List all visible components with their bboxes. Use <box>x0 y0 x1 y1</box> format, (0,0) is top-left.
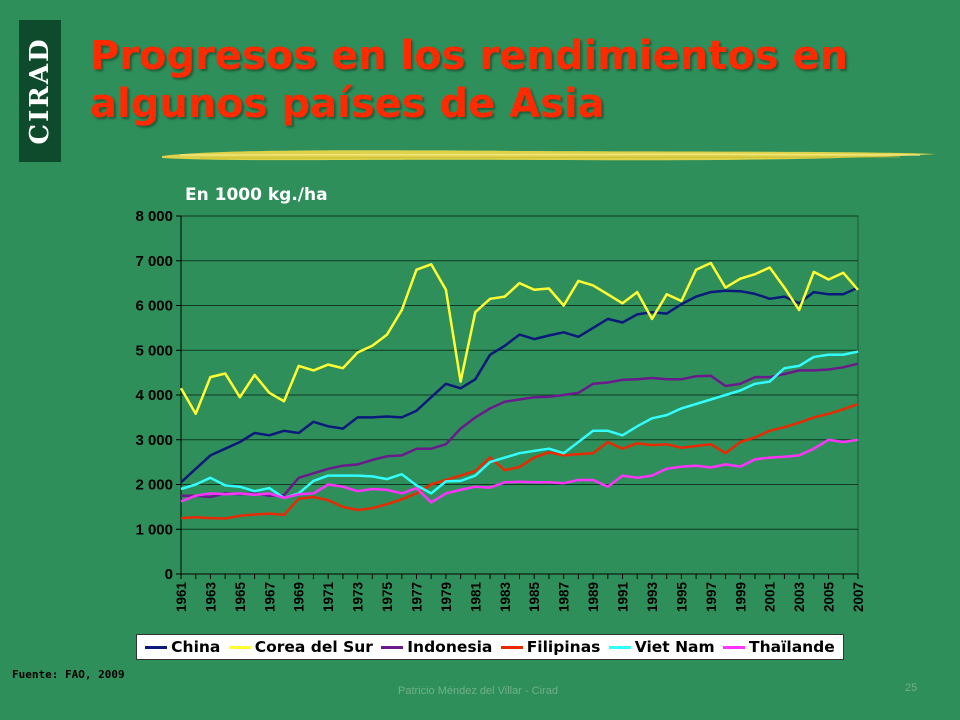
y-tick-label: 3 000 <box>135 432 173 449</box>
x-tick-label: 1987 <box>557 582 572 612</box>
chart-legend: China Corea del Sur Indonesia Filipinas Viet… <box>136 634 844 660</box>
slide-title: Progresos en los rendimientos en algunos… <box>90 32 910 128</box>
x-tick-label: 1969 <box>292 582 307 612</box>
x-tick-label: 1971 <box>321 582 336 613</box>
legend-item-thailande: Thaïlande <box>723 638 835 656</box>
y-tick-label: 2 000 <box>135 477 173 494</box>
page-number: 25 <box>905 682 918 694</box>
x-tick-label: 1993 <box>645 582 660 613</box>
legend-item-indonesia: Indonesia <box>381 638 492 656</box>
y-tick-label: 8 000 <box>135 208 173 225</box>
x-tick-label: 1985 <box>527 582 542 613</box>
x-tick-label: 1979 <box>439 582 454 612</box>
x-tick-label: 1965 <box>233 582 248 613</box>
legend-label: Corea del Sur <box>254 638 373 656</box>
y-tick-label: 1 000 <box>135 521 173 538</box>
x-tick-label: 1963 <box>203 582 218 613</box>
legend-swatch <box>145 645 168 649</box>
logo-text: CIRAD <box>25 37 55 145</box>
legend-label: Indonesia <box>407 638 493 656</box>
source-note: Fuente: FAO, 2009 <box>12 668 125 681</box>
legend-item-corea-del-sur: Corea del Sur <box>228 638 373 656</box>
x-tick-label: 2001 <box>763 582 778 613</box>
x-tick-label: 1991 <box>616 582 631 613</box>
x-tick-label: 1967 <box>262 582 277 612</box>
title-underline-brush <box>162 150 936 161</box>
x-tick-label: 1989 <box>586 582 601 612</box>
legend-item-china: China <box>145 638 220 656</box>
legend-swatch <box>228 645 251 649</box>
y-tick-label: 5 000 <box>135 342 173 359</box>
x-tick-label: 1995 <box>674 582 689 613</box>
series-line-indonesia <box>181 362 859 499</box>
y-tick-label: 7 000 <box>135 253 173 270</box>
series-line-thailande <box>180 438 859 504</box>
legend-swatch <box>500 645 523 649</box>
y-tick-label: 0 <box>165 566 173 583</box>
legend-swatch <box>723 645 745 649</box>
x-tick-label: 1975 <box>380 582 395 613</box>
legend-swatch <box>608 645 631 649</box>
cirad-logo: CIRAD <box>19 20 61 162</box>
x-tick-label: 1973 <box>351 582 366 613</box>
x-tick-label: 2007 <box>851 582 866 612</box>
series-line-filipinas <box>180 402 859 520</box>
series-line-china <box>180 286 859 484</box>
y-tick-label: 4 000 <box>135 387 173 404</box>
x-tick-label: 1999 <box>733 582 748 612</box>
series-line-corea-del-sur <box>179 261 859 416</box>
legend-swatch <box>381 645 404 649</box>
x-tick-label: 1997 <box>704 582 719 612</box>
x-tick-label: 2005 <box>822 582 837 613</box>
yield-line-chart: 0 1 000 2 000 3 000 4 000 5 000 6 000 7 000 8 00… <box>135 208 866 613</box>
legend-label: Filipinas <box>526 638 601 656</box>
legend-label: Viet Nam <box>634 638 715 656</box>
legend-label: Thaïlande <box>749 638 835 656</box>
legend-label: China <box>171 638 221 656</box>
y-tick-label: 6 000 <box>135 298 173 315</box>
legend-item-viet-nam: Viet Nam <box>608 638 715 656</box>
x-tick-label: 2003 <box>792 582 807 613</box>
x-tick-label: 1961 <box>174 582 189 613</box>
legend-item-filipinas: Filipinas <box>500 638 601 656</box>
footer-author: Patricio Méndez del Villar - Cirad <box>398 685 558 697</box>
unit-label: En 1000 kg./ha <box>185 185 328 205</box>
x-tick-label: 1981 <box>468 582 483 613</box>
x-tick-label: 1977 <box>409 582 424 612</box>
title-line-1: Progresos en los rendimientos en <box>90 33 849 79</box>
title-line-2: algunos países de Asia <box>90 81 605 127</box>
x-tick-label: 1983 <box>498 582 513 613</box>
